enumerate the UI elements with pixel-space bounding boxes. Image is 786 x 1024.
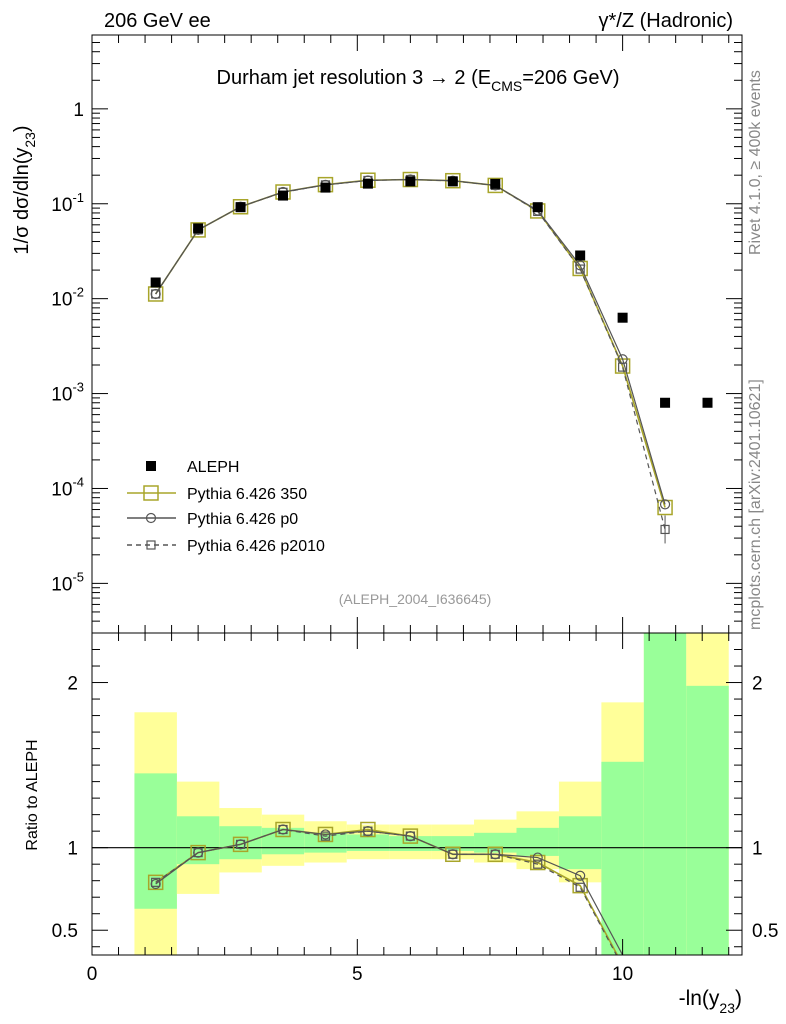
ratio-point [448, 849, 458, 859]
uncertainty-bands [134, 633, 729, 955]
legend: ALEPH Pythia 6.426 350 Pythia 6.426 p0 Pyth… [127, 459, 325, 555]
series-point [575, 264, 585, 274]
ratio-axis-label: Ratio to ALEPH [24, 739, 41, 850]
ratio-point [529, 854, 546, 871]
x-tick-label: 0 [87, 964, 98, 985]
data-point [193, 223, 204, 234]
data-point [235, 202, 246, 213]
series-point [487, 177, 504, 194]
ratio-series-layer [92, 821, 742, 955]
ratio-point [360, 821, 376, 838]
ratio-tick-label: 1 [752, 839, 763, 860]
x-axis-label: -ln(y23) [679, 987, 742, 1016]
green-band-bin [516, 827, 559, 856]
data-point [405, 176, 416, 187]
data-point [575, 250, 586, 261]
series-line [155, 178, 666, 505]
ratio-point [575, 870, 586, 881]
ratio-tick-label: 0.5 [752, 921, 778, 942]
legend-marker [145, 512, 157, 524]
x-tick-label: 10 [612, 964, 633, 985]
data-points-layer [150, 176, 713, 408]
legend-label: Pythia 6.426 p0 [187, 511, 298, 528]
ratio-point [151, 877, 161, 887]
ratio-point [275, 821, 291, 838]
ratio-point [190, 844, 206, 861]
ratio-point [402, 828, 419, 844]
ratio-tick-label: 1 [67, 839, 78, 860]
ratio-point [490, 849, 500, 859]
ratio-point [405, 831, 415, 841]
series-point [617, 354, 628, 365]
ratio-point [147, 874, 164, 891]
ratio-frame [91, 632, 743, 956]
y-tick-label: 10-5 [51, 569, 84, 595]
legend-label: ALEPH [187, 459, 239, 476]
ratio-tick-label: 2 [752, 674, 763, 695]
header-energy-label: 206 GeV ee [104, 10, 211, 32]
title-text: Durham jet resolution 3 → 2 (ECMS=206 Ge… [217, 67, 620, 94]
data-point [490, 178, 501, 189]
ratio-point [575, 882, 585, 892]
legend-marker [143, 485, 159, 501]
data-point [447, 176, 458, 187]
series-point [151, 289, 161, 299]
series-point [190, 222, 206, 238]
data-point [320, 182, 331, 193]
data-point [362, 178, 373, 189]
green-band-bin [346, 834, 390, 851]
y-tick-label: 10-4 [51, 474, 84, 500]
green-band-bin [558, 816, 602, 870]
data-point [617, 312, 628, 323]
green-band-bin [643, 633, 687, 955]
ratio-tick-label: 0.5 [52, 921, 78, 942]
data-point [278, 190, 289, 201]
data-point [660, 397, 671, 408]
y-label-text: 1/σ dσ/dln(y23) [11, 125, 38, 254]
x-tick-label: 5 [352, 964, 363, 985]
series-point [657, 499, 673, 516]
series-point [659, 499, 671, 510]
ratio-point [533, 859, 543, 869]
ratio-point [232, 836, 249, 853]
ratio-point [320, 831, 331, 841]
ratio-point [363, 826, 373, 836]
legend-label: Pythia 6.426 350 [187, 486, 307, 503]
data-point [702, 397, 713, 408]
green-band-bin [686, 685, 729, 955]
series-line [155, 178, 666, 530]
legend-marker-aleph [146, 461, 156, 471]
legend-marker [146, 540, 156, 550]
series-point [232, 198, 249, 215]
plot-title: Durham jet resolution 3 → 2 (ECMS=206 Ge… [217, 67, 620, 94]
ratio-point [193, 848, 203, 858]
data-point [532, 202, 543, 213]
ratio-point [278, 824, 288, 835]
analysis-tag: (ALEPH_2004_I636645) [339, 591, 492, 607]
series-point [618, 362, 628, 372]
green-band-bin [601, 761, 644, 955]
ratio-point [572, 877, 588, 894]
rivet-version-label: Rivet 4.1.0, ≥ 400k events [747, 70, 764, 255]
ratio-point [532, 852, 543, 863]
y-axis-label: 1/σ dσ/dln(y23) [11, 125, 38, 254]
y-tick-label: 10-2 [51, 285, 84, 311]
x-label-text: -ln(y23) [679, 987, 742, 1016]
ratio-tick-label: 2 [67, 674, 78, 695]
mcplots-label: mcplots.cern.ch [arXiv:2401.10621] [747, 379, 764, 630]
y-tick-label: 1 [73, 100, 84, 121]
ratio-line [155, 828, 624, 955]
header-process-label: γ*/Z (Hadronic) [599, 10, 733, 32]
green-band-bin [219, 826, 262, 860]
ratio-panel: 0.5 0.5 1 1 2 2 0 5 10 [52, 632, 778, 985]
ratio-point [235, 839, 246, 849]
legend-label: Pythia 6.426 p2010 [187, 538, 325, 555]
y-tick-label: 10-3 [51, 380, 84, 406]
y-tick-label: 10-1 [51, 190, 84, 216]
data-point [150, 277, 161, 288]
